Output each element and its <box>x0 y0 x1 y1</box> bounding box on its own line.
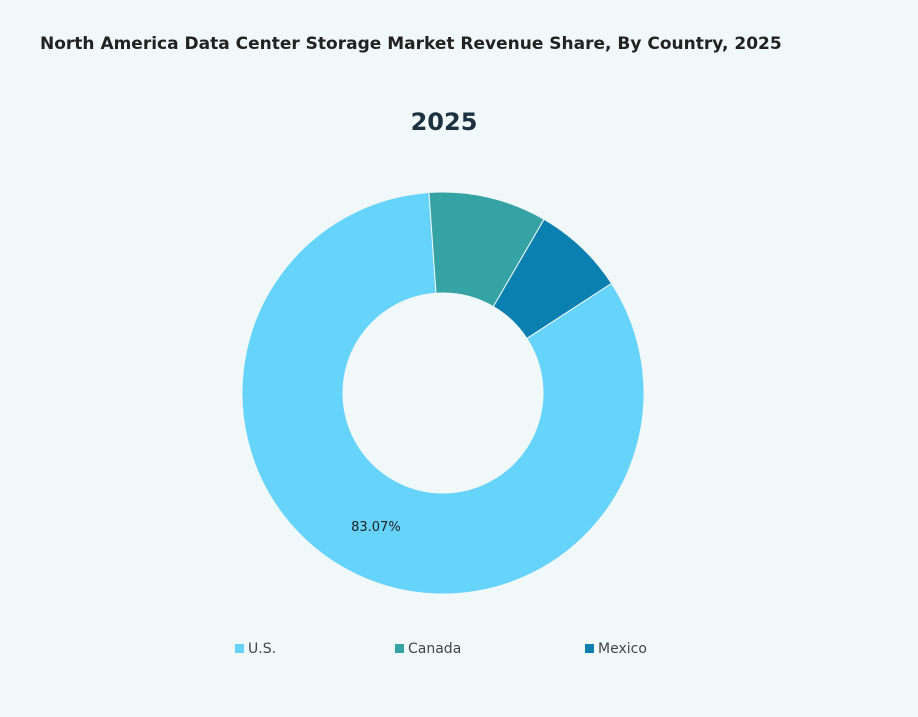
data-label: 83.07% <box>351 520 401 535</box>
pie-slice <box>492 218 613 340</box>
pie-slice <box>241 191 645 595</box>
chart-title: North America Data Center Storage Market… <box>40 34 782 54</box>
legend-label: U.S. <box>248 641 276 657</box>
legend-label: Mexico <box>598 641 647 657</box>
legend-swatch <box>395 644 404 653</box>
legend-swatch <box>235 644 244 653</box>
chart-subtitle: 2025 <box>411 108 478 136</box>
legend-swatch <box>585 644 594 653</box>
legend-label: Canada <box>408 641 461 657</box>
